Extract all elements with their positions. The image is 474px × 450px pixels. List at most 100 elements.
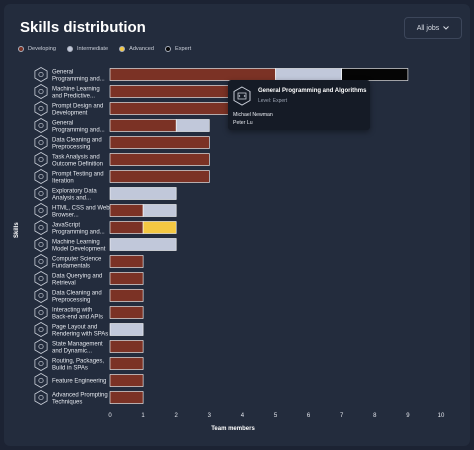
skill-glyph-icon (38, 207, 44, 214)
x-tick-label: 7 (340, 413, 344, 419)
bar-expert[interactable] (341, 68, 409, 81)
y-tick-label-line: Machine Learning (52, 240, 100, 246)
y-tick-label: Computer Science Fundamentals (52, 257, 102, 270)
y-tick-label-line: Task Analysis and (52, 155, 100, 161)
bar-developing[interactable] (109, 272, 144, 285)
legend-swatch-intermediate (67, 46, 73, 52)
bar-developing[interactable] (109, 170, 210, 183)
bar-developing[interactable] (109, 221, 144, 234)
bar-developing[interactable] (109, 374, 144, 387)
skill-hexagon-icon (34, 390, 48, 405)
bar-tooltip: General Programming and Algorithms Level… (228, 80, 370, 130)
bar-intermediate[interactable] (275, 68, 342, 81)
legend-swatch-developing (18, 46, 24, 52)
page-title: Skills distribution (20, 19, 146, 36)
y-tick-label-line: and Predictive... (52, 94, 95, 100)
y-tick-label-line: HTML, CSS and Web (52, 206, 110, 212)
y-tick-label-line: Retrieval (52, 281, 76, 287)
y-tick-label-line: and Dynamic... (52, 349, 92, 355)
legend-label: Expert (174, 46, 192, 52)
skill-glyph-icon (38, 275, 44, 282)
skill-hexagon-icon (34, 271, 48, 286)
y-tick-label-line: Outcome Definition (52, 162, 103, 168)
skill-hexagon-icon (34, 84, 48, 99)
skill-glyph-icon (38, 343, 44, 350)
bar-intermediate[interactable] (142, 204, 177, 217)
skill-glyph-icon (38, 139, 44, 146)
x-tick-label: 4 (241, 413, 245, 419)
skill-glyph-icon (38, 309, 44, 316)
y-tick-label-line: Prompt Testing and (52, 172, 104, 178)
x-tick-label: 6 (307, 413, 311, 419)
y-tick-label: General Programming and... (52, 121, 105, 134)
tooltip-person: Peter Lu (233, 120, 253, 126)
bar-developing[interactable] (109, 68, 276, 81)
jobs-filter-label: All jobs (416, 24, 440, 32)
y-tick-label: Advanced Prompting Techniques (52, 393, 108, 406)
legend-label: Developing (28, 46, 56, 52)
bar-intermediate[interactable] (109, 323, 144, 336)
bar-developing[interactable] (109, 391, 144, 404)
skill-glyph-icon (38, 258, 44, 265)
bar-developing[interactable] (109, 204, 144, 217)
bar-intermediate[interactable] (109, 187, 177, 200)
bar-advanced[interactable] (142, 221, 177, 234)
skill-hexagon-icon (34, 373, 48, 388)
y-tick-label-line: Advanced Prompting (52, 393, 108, 399)
legend-item-intermediate[interactable]: Intermediate (67, 46, 108, 52)
skill-hexagon-icon (34, 118, 48, 133)
jobs-filter-select[interactable]: All jobs (404, 17, 462, 39)
chart-legend: Developing Intermediate Advanced Expert (18, 46, 191, 52)
legend-item-developing[interactable]: Developing (18, 46, 56, 52)
y-tick-label-line: Fundamentals (52, 264, 90, 270)
skill-glyph-icon (38, 88, 44, 95)
y-tick-label: Machine Learning and Predictive... (52, 87, 100, 100)
x-tick-label: 0 (108, 413, 112, 419)
x-tick-label: 2 (175, 413, 179, 419)
y-tick-label: Prompt Design and Development (52, 104, 103, 117)
bar-developing[interactable] (109, 136, 210, 149)
bar-intermediate[interactable] (109, 238, 177, 251)
y-tick-label-line: Programming and... (52, 230, 105, 236)
y-tick-label: JavaScript Programming and... (52, 223, 105, 236)
skill-glyph-icon (38, 241, 44, 248)
y-tick-label-line: Analysis and... (52, 196, 91, 202)
bar-developing[interactable] (109, 119, 177, 132)
x-tick-label: 3 (208, 413, 212, 419)
y-tick-label: Interacting with Back-end and APIs (52, 308, 103, 321)
y-tick-label-line: Prompt Design and (52, 104, 103, 110)
legend-item-advanced[interactable]: Advanced (119, 46, 154, 52)
bar-developing[interactable] (109, 289, 144, 302)
y-tick-label-line: Machine Learning (52, 87, 100, 93)
bar-developing[interactable] (109, 153, 210, 166)
y-tick-label-line: Feature Engineering (52, 379, 106, 385)
bar-developing[interactable] (109, 357, 144, 370)
legend-label: Advanced (129, 46, 154, 52)
y-tick-label-line: JavaScript (52, 223, 80, 229)
bar-developing[interactable] (109, 306, 144, 319)
y-tick-label-line: General (52, 70, 73, 76)
bar-developing[interactable] (109, 340, 144, 353)
x-axis-title: Team members (211, 426, 255, 432)
skill-glyph-icon (38, 71, 44, 78)
legend-item-expert[interactable]: Expert (164, 46, 192, 52)
y-tick-label: Data Querying and Retrieval (52, 274, 102, 287)
y-tick-label: HTML, CSS and Web Browser... (52, 206, 110, 219)
bar-intermediate[interactable] (175, 119, 210, 132)
skill-hexagon-icon (233, 86, 251, 106)
bar-developing[interactable] (109, 255, 144, 268)
y-tick-label-line: Data Querying and (52, 274, 102, 280)
x-tick-label: 5 (274, 413, 278, 419)
y-tick-label-line: Model Development (52, 247, 106, 253)
y-tick-label: Data Cleaning and Preprocessing (52, 291, 102, 304)
y-tick-label-line: Rendering with SPAs (52, 332, 108, 338)
y-tick-label-line: Data Cleaning and (52, 138, 102, 144)
y-tick-label: State Management and Dynamic... (52, 342, 103, 355)
skill-glyph-icon (38, 377, 44, 384)
y-tick-label-line: State Management (52, 342, 103, 348)
y-tick-label-line: Iteration (52, 179, 74, 185)
y-tick-label-line: Computer Science (52, 257, 102, 263)
skill-glyph-icon (38, 105, 44, 112)
y-tick-label: Prompt Testing and Iteration (52, 172, 104, 185)
skill-hexagon-icon (34, 339, 48, 354)
